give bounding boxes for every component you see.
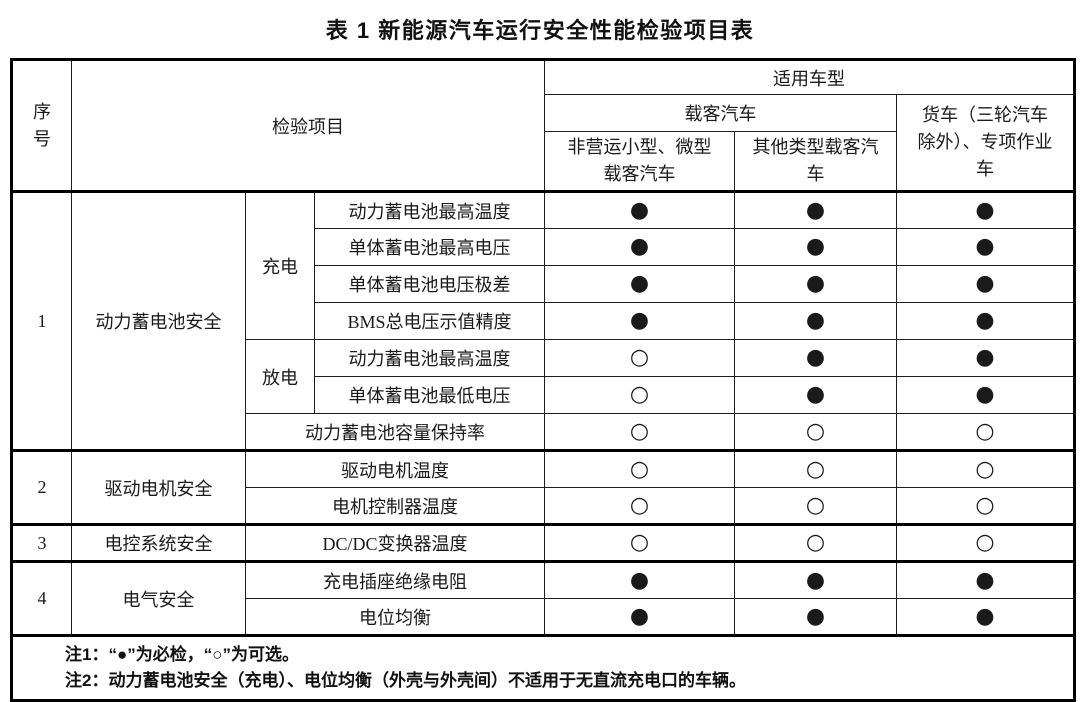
mark-cell: ●: [895, 228, 1076, 266]
note-1: 注1：“●”为必检，“○”为可选。: [65, 645, 299, 664]
mark-cell: ○: [544, 413, 735, 451]
mark-cell: ○: [544, 449, 735, 488]
header-nonoperating-small-passenger-label: 非营运小型、微型载客汽车: [567, 137, 712, 184]
mark-cell: ●: [734, 598, 897, 636]
mark-cell: ●: [544, 302, 735, 340]
table-row: 动力蓄电池容量保持率 ○ ○ ○: [12, 413, 1076, 451]
table-row: 电机控制器温度 ○ ○ ○: [12, 487, 1076, 525]
item-cell: 动力蓄电池最高温度: [314, 339, 545, 377]
table-row: 单体蓄电池最高电压 ● ● ●: [12, 228, 1076, 266]
mark-cell: ○: [895, 487, 1076, 525]
mark-cell: ○: [544, 487, 735, 525]
item-cell: 电机控制器温度: [245, 487, 545, 525]
mark-cell: ●: [544, 560, 735, 599]
mark-cell: ●: [544, 228, 735, 266]
table-row: BMS总电压示值精度 ● ● ●: [12, 302, 1076, 340]
mark-cell: ○: [734, 523, 897, 562]
seq-cell: 4: [11, 560, 72, 636]
item-cell: BMS总电压示值精度: [314, 302, 545, 340]
mark-cell: ●: [895, 339, 1076, 377]
header-nonoperating-small-passenger: 非营运小型、微型载客汽车: [544, 131, 735, 192]
mark-cell: ○: [734, 449, 897, 488]
group-cell-electrical-safety: 电气安全: [71, 560, 246, 636]
group-cell-battery-safety: 动力蓄电池安全: [71, 190, 246, 451]
seq-cell: 3: [11, 523, 72, 562]
mark-cell: ●: [734, 560, 897, 599]
mark-cell: ○: [734, 487, 897, 525]
item-cell: DC/DC变换器温度: [245, 523, 545, 562]
table-row: 2 驱动电机安全 驱动电机温度 ○ ○ ○: [11, 449, 1076, 525]
group-cell-motor-safety: 驱动电机安全: [71, 449, 246, 525]
mark-cell: ●: [544, 598, 735, 636]
mark-cell: ○: [544, 523, 735, 562]
item-cell: 充电插座绝缘电阻: [245, 560, 545, 599]
table-row: 单体蓄电池电压极差 ● ● ●: [12, 265, 1076, 303]
header-seq: 序号: [11, 59, 72, 192]
seq-cell: 1: [11, 190, 72, 451]
inspection-items-table: 序号 检验项目 适用车型 载客汽车 货车（三轮汽车除外）、专项作业车 非营运小型…: [10, 58, 1077, 702]
mark-cell: ●: [895, 376, 1076, 414]
note-2: 注2：动力蓄电池安全（充电）、电位均衡（外壳与外壳间）不适用于无直流充电口的车辆…: [65, 671, 746, 690]
mark-cell: ●: [734, 228, 897, 266]
table-row: 单体蓄电池最低电压 ○ ● ●: [12, 376, 1076, 414]
mark-cell: ○: [544, 376, 735, 414]
group-cell-control-system-safety: 电控系统安全: [71, 523, 246, 562]
mark-cell: ●: [895, 190, 1076, 229]
header-truck-special: 货车（三轮汽车除外）、专项作业车: [895, 94, 1076, 192]
mark-cell: ●: [734, 376, 897, 414]
table-row: 3 电控系统安全 DC/DC变换器温度 ○ ○ ○: [11, 523, 1076, 562]
mark-cell: ●: [734, 190, 897, 229]
table-row: 1 动力蓄电池安全 充电 动力蓄电池最高温度 ● ● ●: [11, 190, 1076, 451]
mark-cell: ●: [895, 560, 1076, 599]
mark-cell: ○: [895, 449, 1076, 488]
header-truck-special-label: 货车（三轮汽车除外）、专项作业车: [917, 105, 1053, 179]
mark-cell: ●: [734, 339, 897, 377]
mark-cell: ●: [895, 302, 1076, 340]
mark-cell: ●: [734, 302, 897, 340]
item-cell: 电位均衡: [245, 598, 545, 636]
mark-cell: ○: [734, 413, 897, 451]
header-passenger-vehicles: 载客汽车: [544, 94, 897, 132]
item-cell: 单体蓄电池电压极差: [314, 265, 545, 303]
table-row: 放电 动力蓄电池最高温度 ○ ● ●: [12, 339, 1076, 414]
subgroup-cell-discharge: 放电: [245, 339, 315, 414]
mark-cell: ●: [895, 598, 1076, 636]
item-cell: 单体蓄电池最高电压: [314, 228, 545, 266]
mark-cell: ○: [895, 523, 1076, 562]
item-cell: 单体蓄电池最低电压: [314, 376, 545, 414]
header-seq-label: 序号: [33, 101, 51, 149]
mark-cell: ●: [734, 265, 897, 303]
mark-cell: ○: [895, 413, 1076, 451]
header-other-passenger: 其他类型载客汽车: [734, 131, 897, 192]
item-cell: 动力蓄电池最高温度: [314, 190, 545, 229]
table-title: 表 1 新能源汽车运行安全性能检验项目表: [325, 18, 755, 43]
table-row: 电位均衡 ● ● ●: [12, 598, 1076, 636]
mark-cell: ○: [544, 339, 735, 377]
notes-cell: 注1：“●”为必检，“○”为可选。 注2：动力蓄电池安全（充电）、电位均衡（外壳…: [10, 634, 1076, 701]
item-cell: 动力蓄电池容量保持率: [245, 413, 545, 451]
mark-cell: ●: [544, 190, 735, 229]
header-applicable-vehicles: 适用车型: [543, 59, 1076, 95]
mark-cell: ●: [895, 265, 1076, 303]
table-row: 4 电气安全 充电插座绝缘电阻 ● ● ●: [11, 560, 1076, 636]
subgroup-cell-charge: 充电: [245, 190, 315, 340]
mark-cell: ●: [544, 265, 735, 303]
item-cell: 驱动电机温度: [245, 449, 545, 488]
header-other-passenger-label: 其他类型载客汽车: [752, 137, 879, 184]
notes-row: 注1：“●”为必检，“○”为可选。 注2：动力蓄电池安全（充电）、电位均衡（外壳…: [10, 634, 1076, 701]
seq-cell: 2: [11, 449, 72, 525]
header-item: 检验项目: [71, 59, 545, 192]
